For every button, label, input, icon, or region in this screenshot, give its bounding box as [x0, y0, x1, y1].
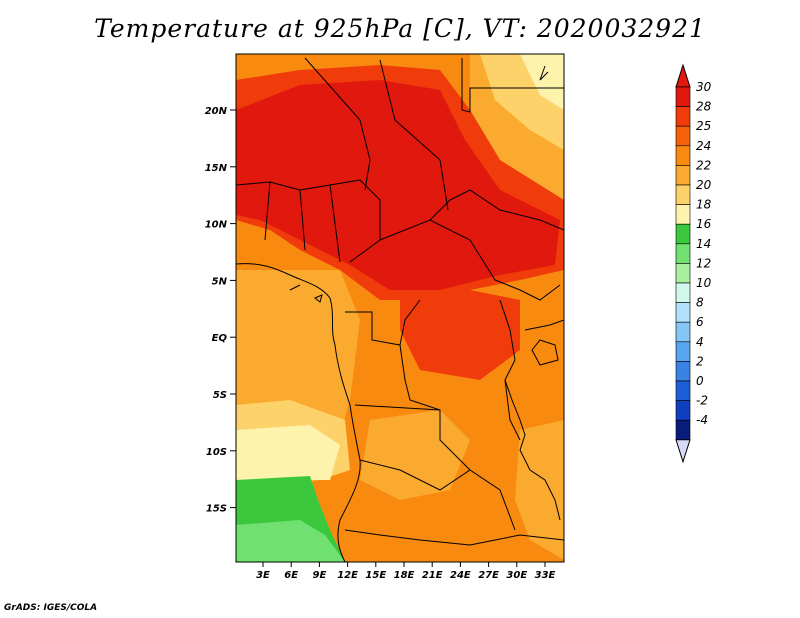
colorbar-label: 4: [696, 335, 704, 349]
colorbar-segment: [675, 302, 691, 323]
lon-tick-label: 3E: [256, 570, 270, 581]
colorbar-label: 28: [696, 100, 712, 114]
colorbar-label: 0: [696, 374, 704, 388]
colorbar-segment: [675, 125, 691, 147]
lon-tick-label: 33E: [535, 570, 556, 581]
lon-tick-label: 15E: [365, 570, 386, 581]
colorbar-segment: [675, 86, 691, 107]
colorbar-segment: [675, 263, 691, 284]
colorbar-segment: [675, 165, 691, 186]
colorbar-segment: [675, 321, 691, 343]
lon-tick-label: 30E: [506, 570, 527, 581]
colorbar-segment: [675, 419, 691, 441]
colorbar-label: 18: [696, 198, 712, 212]
colorbar-label: 20: [696, 178, 712, 192]
lat-tick-label: 15S: [206, 504, 227, 515]
colorbar-segment: [675, 243, 691, 264]
lat-tick-label: EQ: [212, 333, 228, 344]
lon-tick-label: 27E: [478, 570, 499, 581]
colorbar-segment: [675, 341, 691, 362]
colorbar-label: 30: [696, 80, 712, 94]
colorbar-label: 10: [696, 276, 712, 290]
colorbar-segment: [675, 361, 691, 382]
colorbar-label: 25: [696, 119, 711, 133]
lat-tick-label: 15N: [205, 163, 228, 174]
lon-tick-label: 12E: [337, 570, 358, 581]
colorbar-segment: [675, 145, 691, 166]
colorbar-segment: [675, 282, 691, 303]
colorbar-segment: [675, 380, 691, 401]
colorbar-label: -2: [696, 394, 708, 408]
country-borders: [236, 57, 564, 562]
colorbar-segment: [675, 223, 691, 245]
lat-tick-label: 5N: [212, 276, 228, 287]
lon-tick-label: 18E: [394, 570, 415, 581]
lat-tick-label: 20N: [205, 106, 228, 117]
chart-title: Temperature at 925hPa [C], VT: 202003292…: [94, 14, 706, 43]
lon-tick-label: 24E: [450, 570, 471, 581]
latitude-axis: 20N 15N 10N 5N EQ 5S 10S 15S: [205, 106, 236, 515]
colorbar-segment: [675, 204, 691, 225]
colorbar-label: 2: [696, 354, 704, 368]
lon-tick-label: 9E: [313, 570, 327, 581]
grads-credit: GrADS: IGES/COLA: [4, 603, 98, 613]
colorbar-label: 16: [696, 217, 712, 231]
colorbar-segment: [675, 400, 691, 421]
temperature-field: [236, 54, 564, 562]
colorbar-label: -4: [696, 413, 708, 427]
lat-tick-label: 10S: [206, 447, 227, 458]
colorbar-max-triangle: [675, 63, 691, 88]
lon-tick-label: 21E: [422, 570, 443, 581]
colorbar-min-triangle: [675, 439, 691, 464]
lat-tick-label: 10N: [205, 220, 228, 231]
colorbar-segment: [675, 184, 691, 205]
longitude-axis: 3E 6E 9E 12E 15E 18E 21E 24E 27E 30E 33E: [256, 562, 556, 581]
colorbar-label: 22: [696, 158, 711, 172]
colorbar-label: 14: [696, 237, 711, 251]
map-frame: [235, 53, 565, 563]
lon-tick-label: 6E: [284, 570, 298, 581]
lat-tick-label: 5S: [213, 390, 227, 401]
colorbar-label: 24: [696, 139, 711, 153]
colorbar-label: 6: [696, 315, 704, 329]
colorbar-label: 8: [696, 296, 704, 310]
colorbar-segment: [675, 106, 691, 127]
colorbar-label: 12: [696, 256, 711, 270]
